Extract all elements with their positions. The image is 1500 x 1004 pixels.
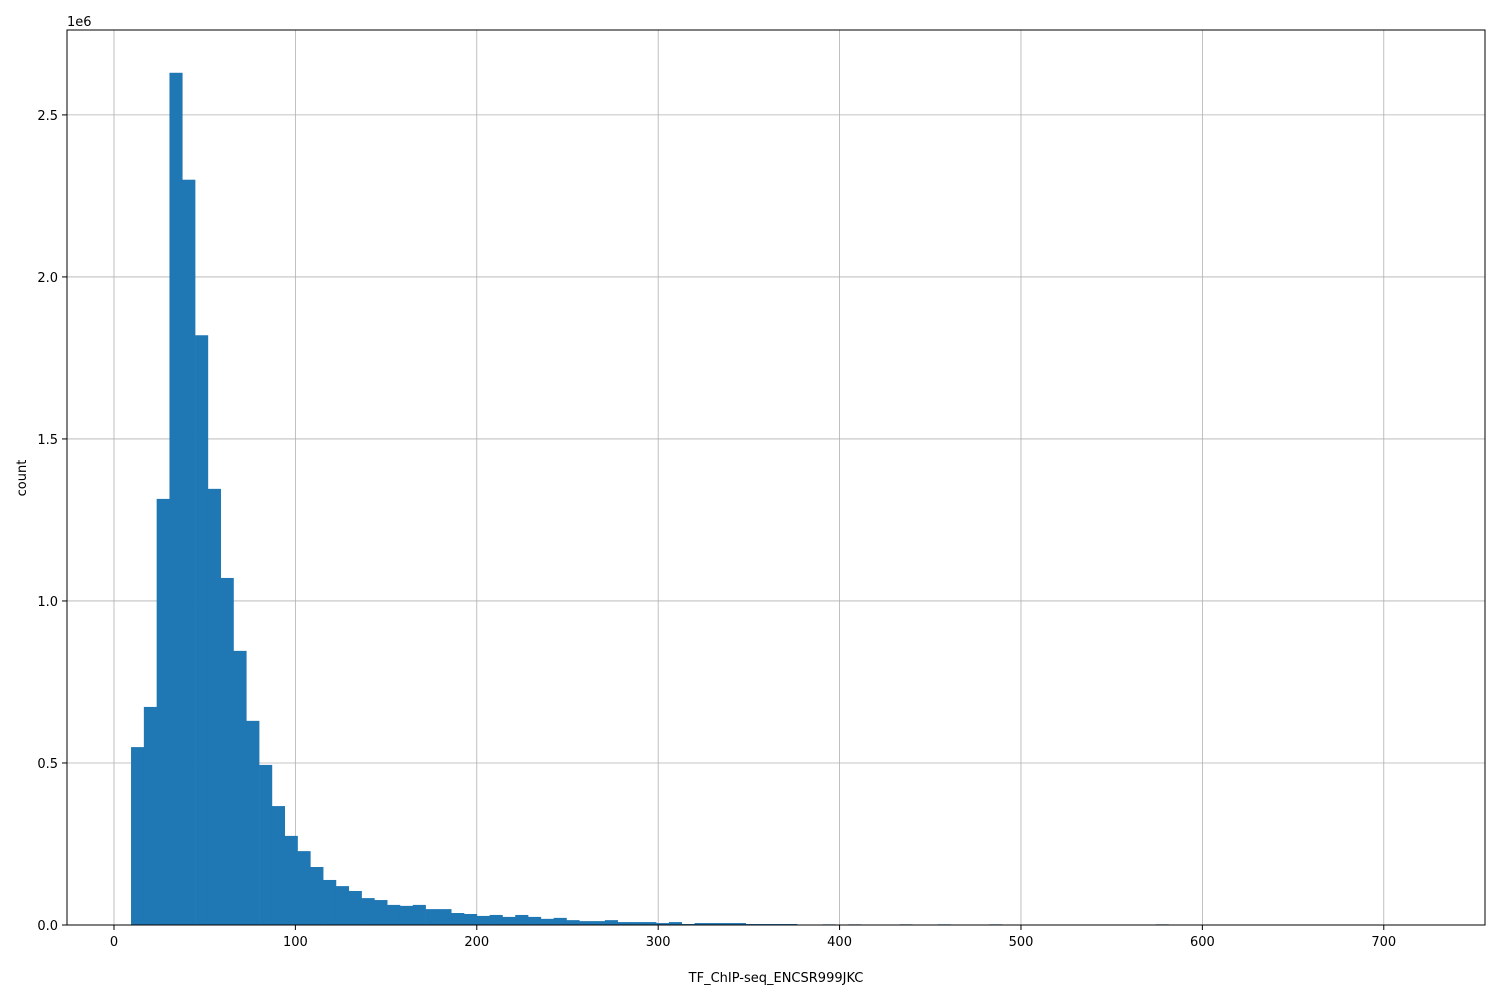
y-tick-label: 1.5: [37, 433, 58, 448]
histogram-bar: [399, 905, 414, 925]
histogram-bar: [220, 577, 234, 925]
y-axis-label: count: [15, 460, 30, 497]
x-axis-ticks: 0 100 200 300 400 500 600 700: [110, 925, 1396, 950]
histogram-bar: [387, 904, 401, 925]
histogram-bar: [515, 914, 529, 925]
histogram-bar: [476, 915, 490, 925]
histogram-bar: [246, 720, 260, 925]
histogram-bar: [464, 913, 478, 925]
y-tick-label: 0.5: [37, 757, 58, 772]
histogram-bar: [643, 922, 657, 925]
histogram-bar: [271, 806, 286, 925]
histogram-bar: [335, 886, 350, 925]
histogram-bar: [284, 835, 298, 925]
y-tick-label: 2.0: [37, 271, 58, 286]
histogram-bar: [259, 764, 273, 925]
histogram-bar: [207, 488, 221, 925]
x-tick-label: 400: [827, 935, 852, 950]
x-tick-label: 500: [1009, 935, 1034, 950]
x-tick-label: 0: [110, 935, 118, 950]
histogram-bar: [323, 879, 337, 925]
histogram-bar: [361, 898, 375, 925]
histogram-bar: [182, 179, 196, 926]
histogram-bar: [707, 923, 721, 925]
y-tick-label: 0.0: [37, 919, 58, 934]
histogram-bar: [233, 650, 247, 925]
x-tick-label: 700: [1371, 935, 1396, 950]
y-offset-label: 1e6: [67, 15, 92, 30]
histogram-bar: [630, 922, 644, 925]
histogram-bar: [169, 72, 183, 925]
histogram-bar: [694, 923, 708, 925]
histogram-bar: [131, 747, 145, 925]
histogram-bars: [131, 72, 1169, 926]
histogram-bar: [156, 498, 170, 925]
histogram-bar: [553, 917, 567, 925]
histogram-bar: [489, 914, 503, 925]
histogram-bar: [732, 923, 747, 925]
histogram-bar: [438, 909, 452, 925]
x-tick-label: 200: [464, 935, 489, 950]
y-axis-ticks: 0.0 0.5 1.0 1.5 2.0 2.5: [37, 109, 67, 934]
histogram-bar: [579, 921, 593, 925]
histogram-bar: [425, 909, 439, 925]
histogram-bar: [592, 921, 606, 925]
x-tick-label: 600: [1190, 935, 1215, 950]
axes-frame: [66, 29, 1486, 926]
y-tick-label: 1.0: [37, 595, 58, 610]
histogram-bar: [297, 851, 311, 925]
histogram-bar: [451, 913, 465, 925]
histogram-bar: [143, 706, 157, 925]
histogram-bar: [310, 866, 324, 925]
histogram-bar: [566, 920, 580, 925]
y-tick-label: 2.5: [37, 109, 58, 124]
histogram-bar: [528, 916, 542, 925]
histogram-bar: [412, 904, 426, 925]
histogram-bar: [502, 916, 516, 925]
histogram-bar: [540, 918, 554, 925]
x-axis-label: TF_ChIP-seq_ENCSR999JKC: [688, 971, 864, 986]
histogram-bar: [195, 335, 209, 925]
histogram-bar: [374, 900, 388, 925]
histogram-bar: [348, 890, 362, 925]
histogram-bar: [604, 920, 618, 925]
histogram-bar: [617, 922, 631, 925]
x-tick-label: 300: [646, 935, 671, 950]
histogram-bar: [656, 923, 670, 925]
histogram-bar: [720, 923, 734, 925]
histogram-bar: [668, 922, 683, 925]
x-tick-label: 100: [283, 935, 308, 950]
